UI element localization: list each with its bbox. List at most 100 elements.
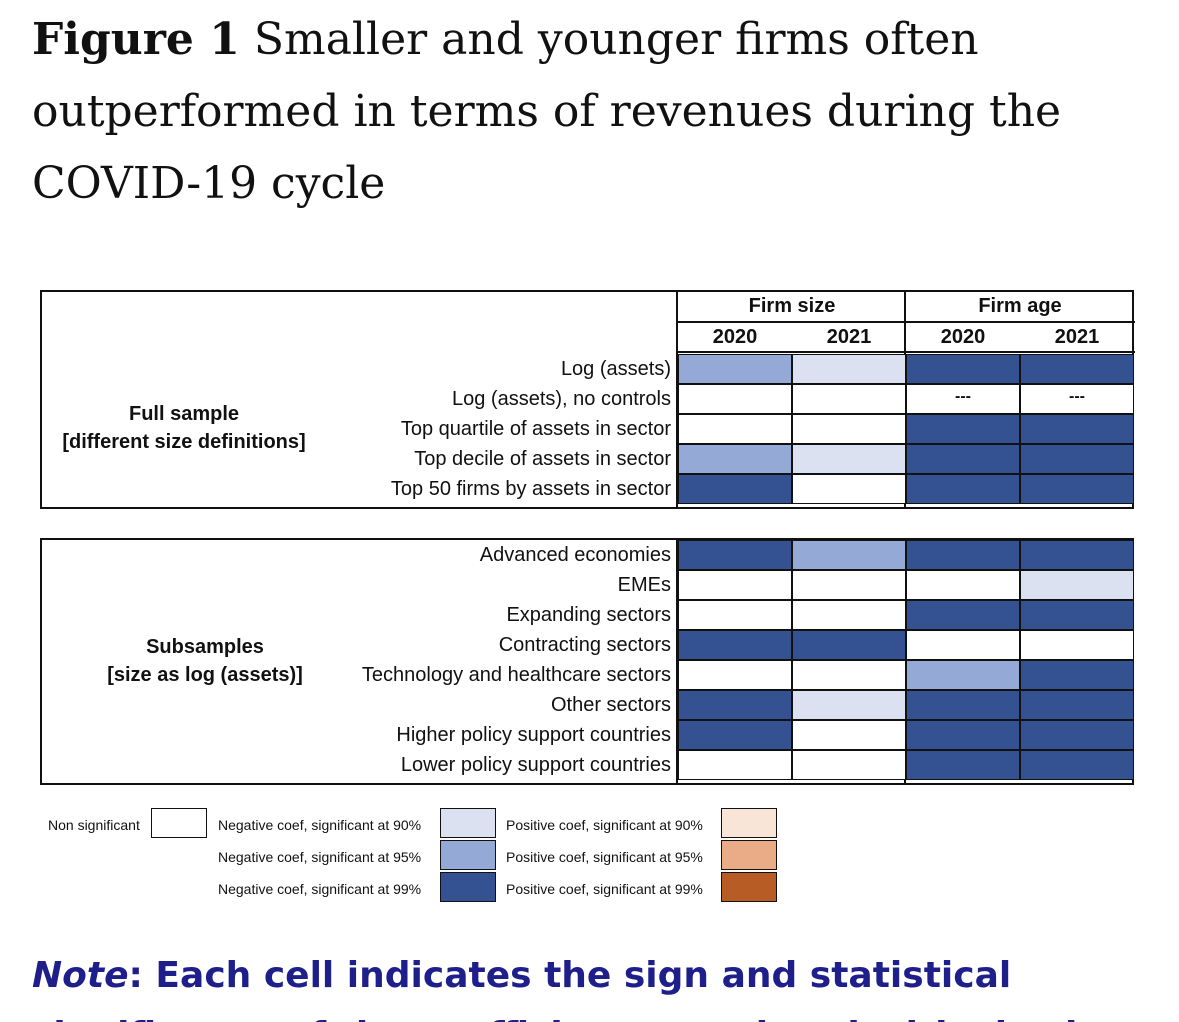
significance-cell — [906, 414, 1020, 444]
significance-cell: --- — [906, 384, 1020, 414]
significance-cell — [792, 570, 906, 600]
significance-cell — [792, 720, 906, 750]
figure-title-text: Smaller and younger firms often outperfo… — [32, 14, 1062, 209]
note-prefix: Note — [32, 955, 129, 996]
significance-cell — [678, 444, 792, 474]
row-label: Other sectors — [550, 694, 671, 716]
column-group-header: Firm age — [978, 295, 1062, 317]
significance-cell — [906, 750, 1020, 780]
significance-cell — [906, 444, 1020, 474]
row-label: Expanding sectors — [506, 604, 671, 626]
row-label: Top decile of assets in sector — [414, 448, 671, 470]
significance-cell — [906, 690, 1020, 720]
group-label-line: [different size definitions] — [62, 431, 306, 453]
row-label: Technology and healthcare sectors — [361, 664, 671, 686]
row-label: Lower policy support countries — [400, 754, 671, 776]
row-label: Advanced economies — [479, 544, 671, 566]
row-label: Contracting sectors — [498, 634, 671, 656]
significance-cell — [678, 690, 792, 720]
significance-cell — [792, 690, 906, 720]
significance-cell — [678, 660, 792, 690]
legend-label: Negative coef, significant at 90% — [218, 817, 422, 833]
significance-cell — [678, 600, 792, 630]
legend-label: Non significant — [48, 817, 140, 833]
significance-cell — [1020, 570, 1134, 600]
legend-swatch — [440, 840, 496, 870]
significance-cell — [906, 720, 1020, 750]
significance-cell — [792, 540, 906, 570]
significance-cell — [678, 630, 792, 660]
significance-cell — [1020, 660, 1134, 690]
significance-cell — [906, 354, 1020, 384]
column-group-header: Firm size — [748, 295, 836, 317]
legend-swatch — [721, 872, 777, 902]
significance-cell — [678, 414, 792, 444]
row-label: Top quartile of assets in sector — [400, 418, 671, 440]
legend-label: Positive coef, significant at 99% — [506, 881, 703, 897]
significance-cell: --- — [1020, 384, 1134, 414]
significance-cell — [678, 540, 792, 570]
significance-cell — [906, 474, 1020, 504]
row-label: EMEs — [617, 574, 671, 596]
legend-swatch — [721, 808, 777, 838]
significance-cell — [906, 570, 1020, 600]
significance-cell — [906, 630, 1020, 660]
significance-cell — [678, 750, 792, 780]
full-sample-group-label: Full sample [different size definitions] — [54, 400, 314, 456]
row-label: Log (assets) — [560, 358, 671, 380]
significance-cell — [1020, 690, 1134, 720]
figure-title: Figure 1 Smaller and younger firms often… — [32, 4, 1142, 220]
subsamples-group-label: Subsamples [size as log (assets)] — [95, 633, 315, 689]
row-label: Log (assets), no controls — [452, 388, 671, 410]
significance-cell — [792, 750, 906, 780]
significance-cell — [678, 570, 792, 600]
legend-label: Negative coef, significant at 99% — [218, 881, 422, 897]
group-label-line: [size as log (assets)] — [107, 664, 303, 686]
header-divider — [676, 290, 678, 509]
significance-cell — [1020, 720, 1134, 750]
significance-cell — [1020, 444, 1134, 474]
significance-cell — [678, 384, 792, 414]
note-continuation: significance of the coefficient associat… — [32, 1010, 1103, 1022]
significance-cell — [1020, 414, 1134, 444]
significance-cell — [678, 354, 792, 384]
significance-cell — [792, 384, 906, 414]
significance-cell — [792, 600, 906, 630]
significance-cell — [1020, 600, 1134, 630]
legend-swatch — [440, 872, 496, 902]
significance-cell — [906, 660, 1020, 690]
significance-cell — [1020, 540, 1134, 570]
significance-cell — [1020, 750, 1134, 780]
row-label: Higher policy support countries — [396, 724, 671, 746]
significance-cell — [906, 600, 1020, 630]
panel-divider — [676, 538, 678, 785]
group-label-line: Full sample — [128, 403, 240, 425]
legend-label: Positive coef, significant at 90% — [506, 817, 703, 833]
significance-cell — [1020, 354, 1134, 384]
significance-cell — [678, 720, 792, 750]
significance-cell — [792, 474, 906, 504]
year-header: 2021 — [826, 326, 872, 348]
year-header: 2020 — [712, 326, 758, 348]
group-label-line: Subsamples — [146, 636, 264, 658]
year-header: 2021 — [1054, 326, 1100, 348]
row-label: Top 50 firms by assets in sector — [390, 478, 671, 500]
significance-cell — [792, 660, 906, 690]
significance-cell — [792, 630, 906, 660]
significance-cell — [792, 444, 906, 474]
figure-number: Figure 1 — [32, 14, 240, 65]
legend-label: Positive coef, significant at 95% — [506, 849, 703, 865]
legend-swatch — [721, 840, 777, 870]
significance-cell — [678, 474, 792, 504]
significance-cell — [1020, 474, 1134, 504]
significance-cell — [792, 414, 906, 444]
note: Note: Each cell indicates the sign and s… — [32, 950, 1162, 1002]
note-text: : Each cell indicates the sign and stati… — [128, 955, 1012, 996]
legend-swatch — [151, 808, 207, 838]
significance-cell — [1020, 630, 1134, 660]
legend-swatch — [440, 808, 496, 838]
note-continuation-clip: significance of the coefficient associat… — [32, 1005, 1162, 1022]
significance-cell — [792, 354, 906, 384]
year-header: 2020 — [940, 326, 986, 348]
legend-label: Negative coef, significant at 95% — [218, 849, 422, 865]
